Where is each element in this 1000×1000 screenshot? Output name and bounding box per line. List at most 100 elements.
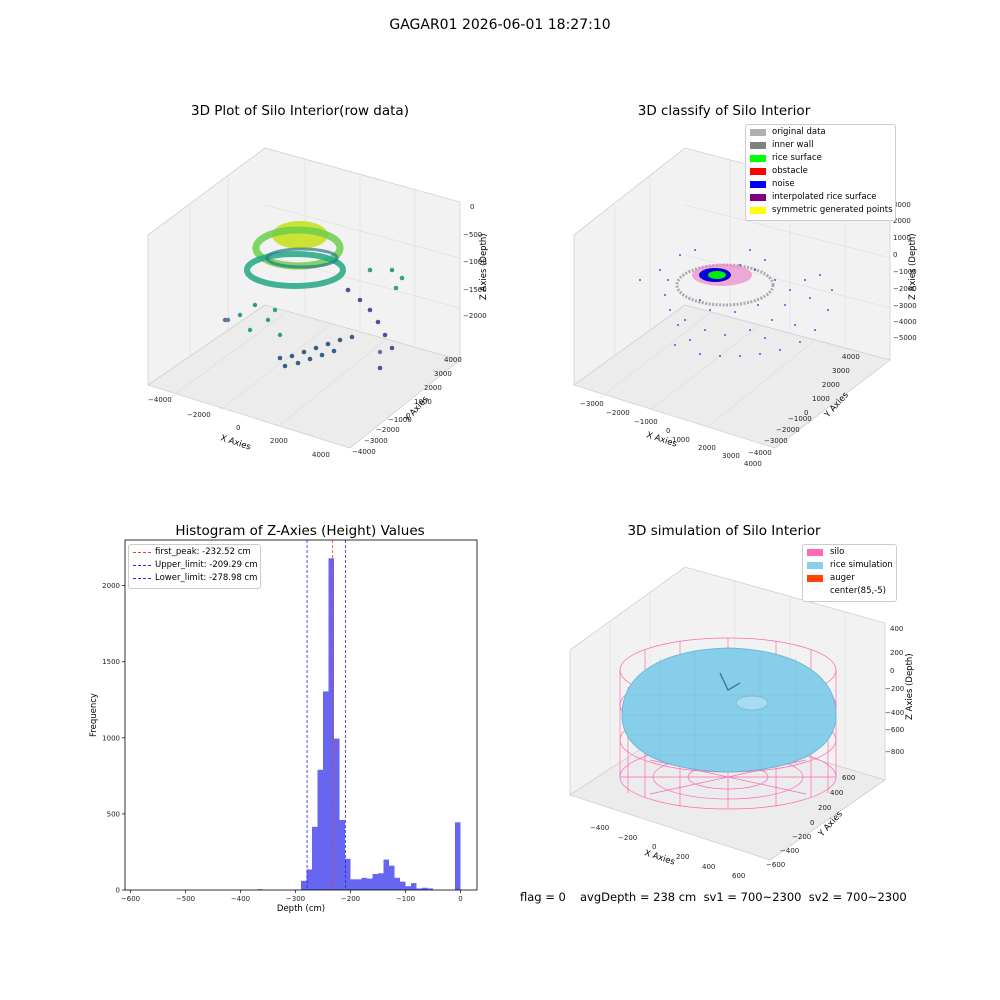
hist-bar — [383, 859, 389, 890]
hist-xlabel: Depth (cm) — [277, 904, 325, 914]
plot2-ztick: −4000 — [893, 318, 917, 326]
legend-label: interpolated rice surface — [772, 192, 877, 202]
rice-simulation-surface — [621, 647, 837, 773]
plot1-ytick: 2000 — [424, 384, 442, 392]
plot1-ytick: 0 — [406, 412, 410, 420]
legend-label: noise — [772, 179, 795, 189]
plot2-legend: original data inner wall rice surface ob… — [745, 124, 896, 221]
hist-ytick-label: 1500 — [102, 658, 120, 666]
legend-label: rice surface — [772, 153, 822, 163]
plot2-ytick: 1000 — [812, 395, 830, 403]
plot2-xtick: −1000 — [634, 418, 658, 426]
hist-bar — [356, 879, 362, 890]
hist-title: Histogram of Z-Axies (Height) Values — [175, 523, 425, 539]
plot4-ytick: 0 — [810, 819, 814, 827]
legend-line — [133, 565, 151, 566]
plot4-ztick: 200 — [890, 649, 903, 657]
plot2-ztick: −1000 — [893, 268, 917, 276]
plot1-title: 3D Plot of Silo Interior(row data) — [191, 103, 409, 119]
legend-swatch — [750, 168, 766, 175]
plot4-xtick: −200 — [618, 834, 637, 842]
hist-xtick-label: −400 — [231, 895, 250, 903]
legend-swatch — [750, 207, 766, 214]
hist-ytick-label: 2000 — [102, 582, 120, 590]
legend-item-silo: silo — [803, 546, 896, 559]
legend-line — [133, 578, 151, 579]
plot2-ytick: 3000 — [832, 367, 850, 375]
legend-swatch — [807, 549, 823, 556]
hist-bar — [389, 865, 395, 890]
plot2-ztick: −5000 — [893, 334, 917, 342]
plot1-zlabel: Z Axies (Depth) — [479, 233, 489, 300]
hist-legend: first_peak: -232.52 cm Upper_limit: -209… — [128, 544, 261, 589]
plot2-ytick: 2000 — [822, 381, 840, 389]
hist-bar — [306, 869, 312, 890]
plot2-ztick: 1000 — [893, 234, 911, 242]
legend-label: obstacle — [772, 166, 808, 176]
plot1-xtick: 2000 — [270, 437, 288, 445]
legend-label: auger — [830, 573, 855, 583]
legend-label: Lower_limit: -278.98 cm — [155, 573, 258, 583]
plot4-ztick: −200 — [885, 685, 904, 693]
legend-label: symmetric generated points — [772, 205, 893, 215]
legend-item-lower-limit: Lower_limit: -278.98 cm — [129, 572, 260, 585]
plot1-xtick: −4000 — [148, 396, 172, 404]
plot1-3d-axes: −4000 −2000 0 2000 4000 4000 3000 2000 1… — [147, 147, 489, 459]
hist-xtick-label: −100 — [396, 895, 415, 903]
plot1-ytick: 4000 — [444, 356, 462, 364]
legend-label: inner wall — [772, 140, 814, 150]
plot4-xtick: 400 — [702, 863, 715, 871]
legend-item-original: original data — [746, 126, 895, 139]
hist-bar — [339, 820, 345, 890]
hist-bar — [301, 880, 307, 890]
flag-text: flag = 0 — [520, 890, 566, 904]
plot2-xtick: 3000 — [722, 452, 740, 460]
legend-label: silo — [830, 547, 845, 557]
plot2-ytick: −3000 — [764, 437, 788, 445]
hist-bar — [350, 879, 356, 890]
plot2-xtick: 0 — [666, 427, 670, 435]
plot2-xtick: −3000 — [580, 400, 604, 408]
plot4-ytick: 400 — [830, 789, 843, 797]
plot4-zlabel: Z Axies (Depth) — [905, 653, 915, 720]
hist-xtick-label: −600 — [121, 895, 140, 903]
plot1-ztick: −500 — [463, 231, 482, 239]
plot4-xlabel: X Axies — [643, 848, 676, 867]
plot4-ytick: 200 — [818, 804, 831, 812]
hist-bar — [427, 888, 433, 890]
hist-frame — [124, 539, 478, 891]
plot4-ytick: −600 — [766, 861, 785, 869]
hist-bar — [416, 888, 422, 890]
legend-item-sym: symmetric generated points — [746, 204, 895, 217]
plot4-xtick: 0 — [652, 843, 656, 851]
plot1-xtick: 0 — [236, 424, 240, 432]
plot2-ytick: −1000 — [788, 415, 812, 423]
plot2-ztick: 3000 — [893, 201, 911, 209]
legend-item-interp: interpolated rice surface — [746, 191, 895, 204]
hist-bar — [422, 887, 428, 890]
plot1-ytick: 3000 — [434, 370, 452, 378]
plot4-xtick: 200 — [676, 853, 689, 861]
hist-xtick-label: −500 — [176, 895, 195, 903]
plot2-ytick: 4000 — [842, 353, 860, 361]
legend-swatch — [750, 142, 766, 149]
legend-item-rice-sim: rice simulation — [803, 559, 896, 572]
plot1-ztick: −1000 — [463, 258, 487, 266]
legend-label: original data — [772, 127, 826, 137]
hist-ytick-label: 1000 — [102, 734, 120, 742]
stats-text: avgDepth = 238 cm sv1 = 700~2300 sv2 = 7… — [580, 890, 907, 904]
legend-item-noise: noise — [746, 178, 895, 191]
plot4-ytick: 600 — [842, 774, 855, 782]
plot2-classified-cloud — [639, 249, 833, 357]
legend-item-center: center(85,-5) — [803, 585, 896, 598]
legend-item-obstacle: obstacle — [746, 165, 895, 178]
hist-bar — [411, 883, 417, 890]
hist-bar — [317, 769, 323, 890]
plot4-legend: silo rice simulation auger center(85,-5) — [802, 544, 897, 602]
hist-bar — [345, 858, 351, 890]
plot2-ytick: 0 — [804, 409, 808, 417]
plot4-ytick: −200 — [792, 833, 811, 841]
plot4-ztick: 400 — [890, 625, 903, 633]
plot4-3d-axes: −400 −200 0 200 400 600 600 400 200 0 −2… — [569, 566, 915, 880]
histogram-chart: −600 −500 −400 −300 −200 −100 0 0 500 1000 1500 20… — [89, 539, 478, 914]
